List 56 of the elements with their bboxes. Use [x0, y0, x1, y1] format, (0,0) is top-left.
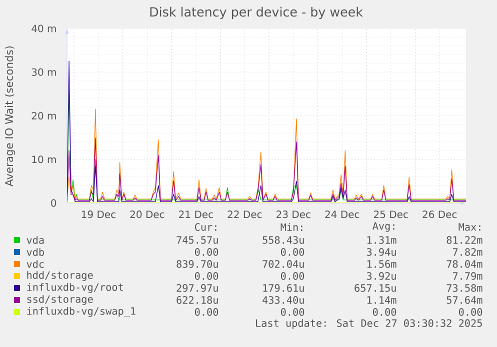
x-tick-label: 20 Dec — [130, 210, 164, 218]
legend-label: vdc — [26, 260, 44, 268]
text: 7.82m — [452, 248, 482, 256]
text: 3.94u — [366, 248, 396, 256]
legend-label: influxdb-vg/root — [27, 283, 123, 293]
line-series — [67, 108, 466, 200]
text: 839.70u — [176, 260, 218, 268]
text: 0.00 — [194, 308, 218, 316]
y-tick-label: 30 m — [32, 68, 56, 76]
text: 0.00 — [194, 248, 218, 256]
text: 0.00 — [194, 272, 218, 280]
chart-title: Disk latency per device - by week — [150, 6, 363, 20]
text: 0.00 — [280, 308, 304, 316]
y-tick-label: 20 m — [32, 112, 56, 120]
text: 0.00 — [372, 308, 396, 316]
legend-label: vdb — [26, 248, 44, 256]
x-tick-label: 23 Dec — [276, 210, 310, 218]
text: 78.04m — [446, 260, 482, 268]
legend-label: hdd/storage — [27, 271, 93, 281]
y-tick-label: 10 m — [32, 156, 56, 164]
text: 622.18u — [176, 296, 218, 304]
y-tick-label: 0 — [51, 199, 56, 207]
text: 558.43u — [262, 236, 304, 244]
y-tick-label: 40 m — [32, 24, 56, 32]
x-tick-label: 19 Dec — [82, 210, 116, 218]
x-tick-label: 26 Dec — [422, 210, 457, 218]
text: 1.31m — [367, 236, 396, 244]
x-tick-label: 21 Dec — [179, 210, 213, 218]
text: Cur: — [195, 223, 216, 231]
legend-label: ssd/storage — [27, 295, 93, 305]
text: Max: — [458, 223, 480, 231]
x-tick-label: 24 Dec — [325, 210, 360, 218]
text: 7.79m — [452, 272, 482, 280]
text: 657.15u — [354, 284, 396, 292]
legend-label: vda — [26, 236, 44, 244]
text: 0.00 — [280, 272, 304, 280]
x-tick-label: 22 Dec — [228, 210, 262, 218]
text: 1.14m — [367, 296, 396, 304]
text: 1.56m — [367, 260, 396, 268]
text: 0.00 — [458, 308, 482, 316]
text: 433.40u — [262, 296, 304, 304]
text: 297.97u — [176, 284, 218, 292]
text: 73.58m — [446, 284, 482, 292]
text: 3.92u — [366, 272, 396, 280]
legend-label: influxdb-vg/swap_1 — [27, 306, 136, 318]
text: 57.64m — [446, 296, 482, 304]
text: Min: — [280, 223, 302, 231]
text: 745.57u — [176, 236, 218, 244]
text: Avg: — [372, 222, 394, 232]
text: 81.22m — [446, 236, 482, 244]
text: Last update: Sat Dec 27 03:30:32 2025 — [256, 319, 482, 329]
text: 179.61u — [263, 284, 304, 292]
text: 702.04u — [262, 260, 304, 268]
text: 0.00 — [280, 248, 304, 256]
y-axis-title: Average IO Wait (seconds) — [4, 46, 16, 186]
x-tick-label: 25 Dec — [374, 210, 408, 218]
